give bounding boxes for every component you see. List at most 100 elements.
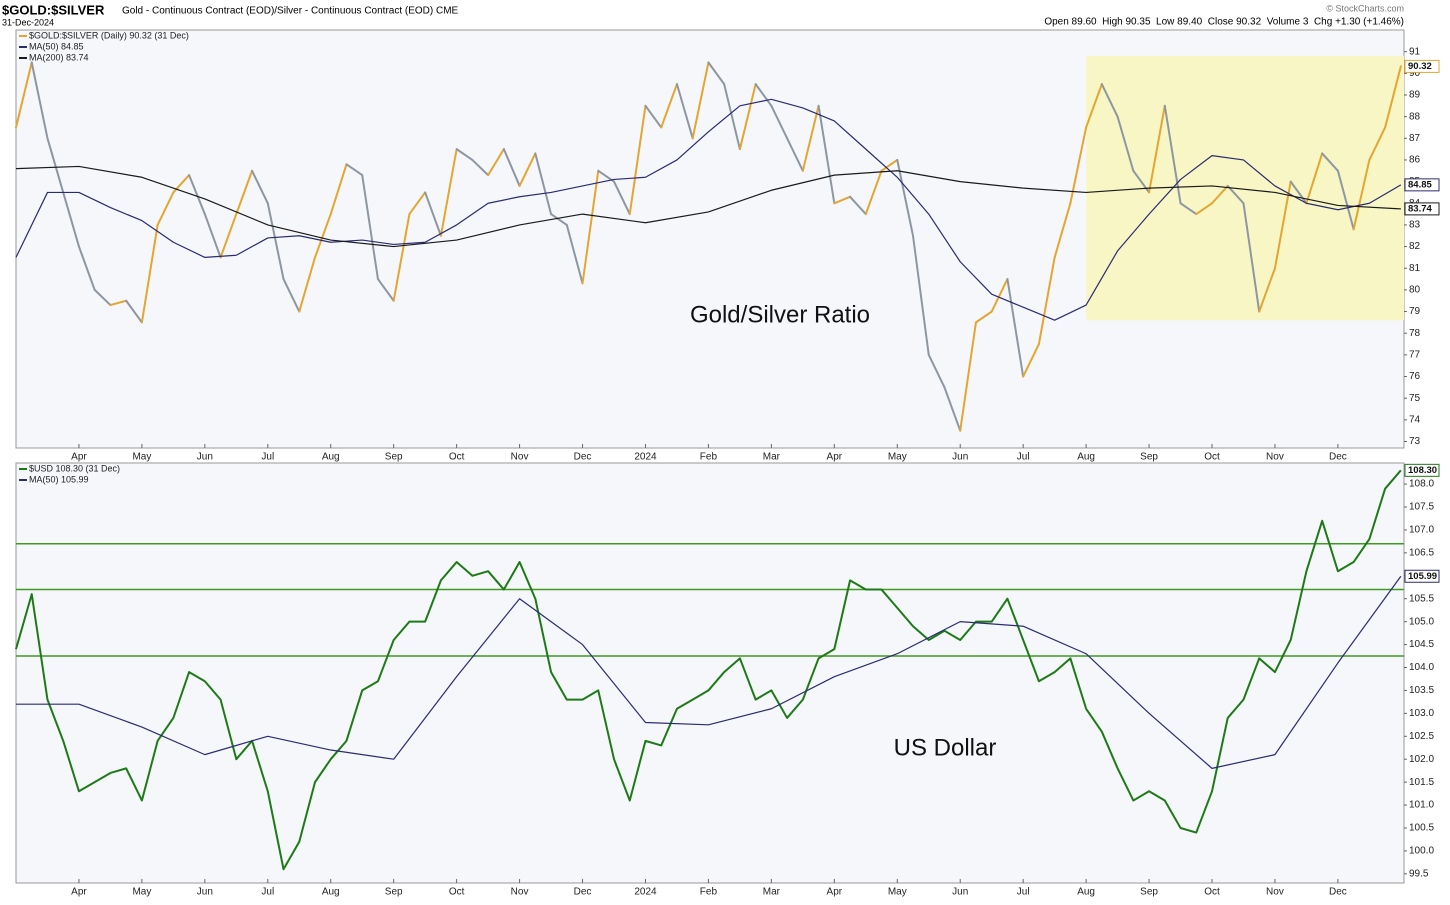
- x-tick-label: Jun: [952, 452, 968, 463]
- price-segment: [1242, 202, 1261, 313]
- price-segment: [534, 152, 553, 216]
- price-segment: [1226, 184, 1245, 205]
- y-tick-label: 79: [1409, 306, 1421, 317]
- price-segment: [188, 174, 206, 216]
- x-tick-label: Mar: [763, 887, 781, 898]
- copyright: © StockCharts.com: [1326, 3, 1404, 13]
- y-tick-label: 103.0: [1409, 708, 1434, 719]
- value-box: [1404, 59, 1440, 73]
- price-segment: [613, 180, 631, 216]
- x-tick-label: Sep: [1140, 452, 1158, 463]
- price-segment: [1085, 83, 1103, 129]
- price-segment: [1336, 169, 1355, 231]
- x-tick-label: Sep: [385, 452, 403, 463]
- legend-label: $USD 108.30 (31 Dec): [29, 463, 120, 473]
- price-segment: [644, 104, 663, 129]
- x-tick-label: Aug: [322, 887, 340, 898]
- price-segment: [550, 213, 568, 226]
- x-tick-label: Dec: [1329, 452, 1347, 463]
- x-tick-label: Oct: [449, 452, 465, 463]
- legend-label: $GOLD:$SILVER (Daily) 90.32 (31 Dec): [29, 30, 189, 40]
- y-tick-label: 103.5: [1409, 685, 1434, 696]
- price-segment: [1037, 256, 1056, 346]
- price-segment: [896, 158, 915, 237]
- x-tick-label: May: [888, 452, 907, 463]
- price-segment: [1022, 343, 1040, 378]
- x-tick-label: May: [888, 887, 907, 898]
- price-segment: [833, 195, 852, 205]
- price-segment: [156, 191, 175, 226]
- legend-label: MA(50) 105.99: [29, 474, 89, 484]
- price-segment: [392, 213, 411, 302]
- y-tick-label: 102.0: [1409, 754, 1434, 765]
- price-segment: [1100, 83, 1119, 118]
- price-segment: [62, 191, 80, 248]
- value-box: [1404, 202, 1440, 216]
- x-tick-label: Aug: [322, 452, 340, 463]
- price-segment: [140, 223, 159, 324]
- x-tick-label: Dec: [1329, 887, 1347, 898]
- price-segment: [974, 310, 993, 324]
- x-tick-label: Nov: [1266, 887, 1284, 898]
- x-tick-label: 2024: [634, 887, 657, 898]
- highlight-region: [1086, 55, 1404, 321]
- price-segment: [345, 163, 364, 177]
- value-box-label: 84.85: [1408, 179, 1432, 190]
- price-segment: [1116, 115, 1135, 172]
- x-tick-label: Jun: [197, 887, 213, 898]
- legend-label: MA(200) 83.74: [29, 52, 89, 62]
- price-segment: [408, 191, 427, 216]
- plot-area: [15, 462, 1405, 884]
- series-line: [15, 98, 1402, 321]
- x-tick-label: Oct: [1204, 887, 1220, 898]
- x-tick-label: Jun: [952, 887, 968, 898]
- series-line: [16, 575, 1402, 769]
- value-box-label: 83.74: [1408, 203, 1432, 214]
- price-segment: [581, 169, 600, 285]
- y-tick-label: 76: [1409, 371, 1421, 382]
- price-segment: [77, 245, 96, 291]
- x-tick-label: Apr: [827, 887, 843, 898]
- price-segment: [439, 148, 458, 237]
- y-tick-label: 87: [1409, 133, 1421, 144]
- y-tick-label: 82: [1409, 241, 1421, 252]
- price-segment: [1258, 267, 1276, 313]
- value-box: [1404, 178, 1440, 192]
- price-segment: [691, 61, 710, 140]
- y-tick-label: 101.0: [1409, 800, 1434, 811]
- price-segment: [1352, 158, 1371, 231]
- x-tick-label: Jul: [261, 452, 274, 463]
- price-segment: [1148, 104, 1166, 194]
- x-tick-label: Nov: [1266, 452, 1284, 463]
- price-segment: [880, 158, 899, 172]
- price-segment: [1384, 65, 1402, 129]
- x-tick-label: Apr: [71, 452, 87, 463]
- y-tick-label: 104.0: [1409, 662, 1434, 673]
- price-segment: [1305, 152, 1324, 205]
- price-segment: [109, 299, 128, 307]
- x-tick-label: Jun: [197, 452, 213, 463]
- x-tick-label: Apr: [827, 452, 843, 463]
- price-segment: [1273, 180, 1292, 270]
- legend-label: MA(50) 84.85: [29, 41, 84, 51]
- price-segment: [46, 137, 65, 194]
- price-segment: [266, 202, 285, 281]
- y-tick-label: 107.5: [1409, 502, 1434, 513]
- x-tick-label: May: [132, 452, 151, 463]
- x-tick-label: Sep: [385, 887, 403, 898]
- price-segment: [518, 152, 537, 187]
- price-segment: [455, 148, 474, 161]
- price-segment: [219, 213, 238, 259]
- value-box: [1404, 463, 1440, 477]
- price-segment: [1195, 202, 1214, 216]
- y-tick-label: 88: [1409, 111, 1421, 122]
- value-box-label: 90.32: [1408, 61, 1432, 72]
- price-segment: [912, 234, 930, 356]
- price-segment: [203, 213, 222, 259]
- y-tick-label: 74: [1409, 414, 1421, 425]
- price-segment: [314, 213, 332, 259]
- x-tick-label: May: [132, 887, 151, 898]
- y-tick-label: 104.5: [1409, 639, 1434, 650]
- price-segment: [1321, 152, 1339, 172]
